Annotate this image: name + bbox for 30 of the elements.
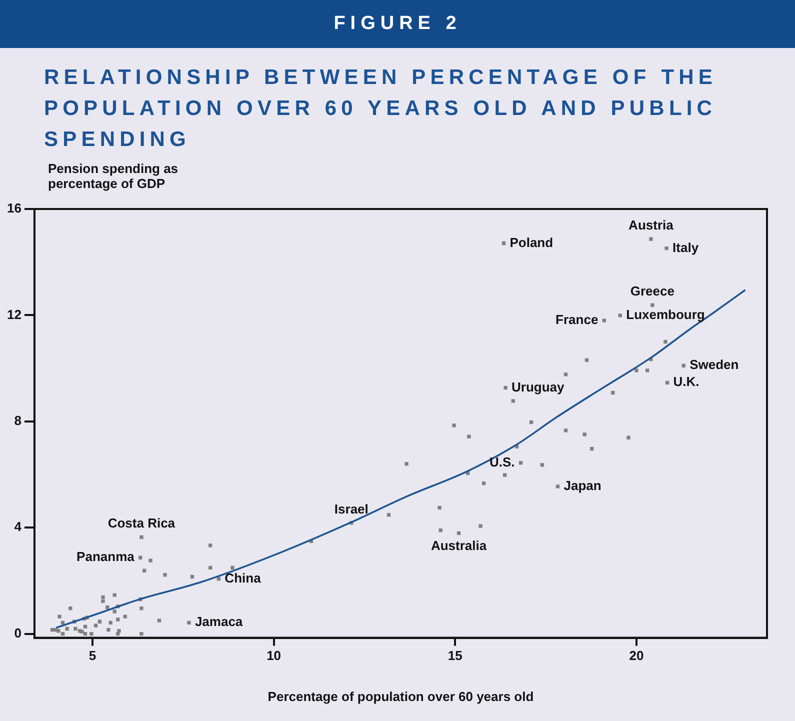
annotation: Costa Rica (108, 516, 176, 531)
annotation: Uruguay (512, 379, 566, 394)
annotation: Japan (564, 478, 602, 494)
x-tick-label: 10 (266, 648, 282, 664)
y-axis-title: Pension spending as percentage of GDP (48, 161, 180, 191)
annotation: Austria (628, 218, 674, 233)
y-tick-label: 12 (6, 306, 22, 322)
annotation: Greece (630, 284, 674, 299)
x-axis-title: Percentage of population over 60 years old (268, 688, 534, 704)
annotation: U.K. (673, 374, 700, 390)
annotation: Sweden (690, 357, 739, 372)
annotation: Jamaca (194, 614, 244, 630)
annotation: Australia (430, 538, 488, 553)
y-tick-label: 8 (14, 412, 22, 428)
chart-title: RELATIONSHIP BETWEEN PERCENTAGE OF THE POPULATION OVER 60 YEARS OLD AND PUBLIC SPENDING (43, 65, 718, 153)
annotation: Luxembourg (626, 307, 705, 322)
y-tick-label: 4 (14, 519, 22, 534)
annotation: France (556, 312, 598, 328)
caption: FIGURE 2 (0, 0, 795, 48)
annotation: China (224, 570, 262, 586)
annotation: Pananma (76, 549, 136, 564)
annotation: Italy (672, 240, 700, 255)
annotation: Israel (334, 501, 368, 516)
y-tick-label: 16 (6, 200, 22, 216)
x-tick-label: 5 (88, 648, 96, 664)
annotation: Poland (510, 234, 554, 250)
x-tick-label: 20 (629, 648, 644, 664)
x-tick-label: 15 (448, 648, 462, 664)
annotation: U.S. (489, 454, 515, 470)
y-tick-label: 0 (14, 625, 22, 640)
